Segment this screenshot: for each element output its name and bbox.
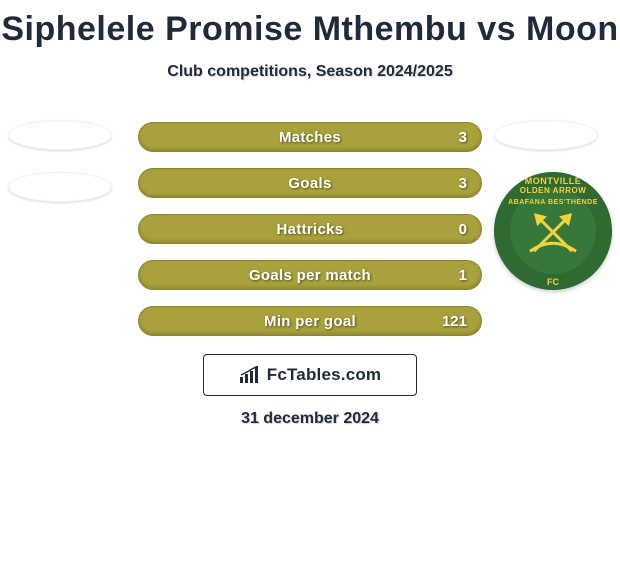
left-player-badges [8,120,112,224]
stat-label: Goals per match [139,267,481,284]
stat-bar: Hattricks 0 [138,214,482,244]
page-title: Siphelele Promise Mthembu vs Moon [0,0,620,49]
chart-icon [239,366,261,384]
stat-label: Hattricks [139,221,481,238]
stat-bar: Min per goal 121 [138,306,482,336]
club-logo-top-text: MONTVILLE [494,176,612,186]
stats-bars: Matches 3 Goals 3 Hattricks 0 Goals per … [138,122,482,352]
club-logo: MONTVILLE OLDEN ARROW ABAFANA BES'THENDE… [494,172,612,290]
club-logo-fc: FC [494,277,612,287]
stat-label: Matches [139,129,481,146]
subtitle: Club competitions, Season 2024/2025 [0,63,620,81]
stat-bar: Goals 3 [138,168,482,198]
date-text: 31 december 2024 [0,410,620,428]
stat-value: 0 [459,221,467,238]
stat-bar: Goals per match 1 [138,260,482,290]
stat-label: Min per goal [139,313,481,330]
stat-label: Goals [139,175,481,192]
right-player-badges: MONTVILLE OLDEN ARROW ABAFANA BES'THENDE… [494,120,612,290]
player-badge-placeholder [494,120,598,150]
arrows-icon [522,201,584,263]
stat-value: 1 [459,267,467,284]
flag-badge-placeholder [8,172,112,202]
club-logo-sub-text: OLDEN ARROW [494,186,612,195]
stat-value: 3 [459,175,467,192]
stat-value: 3 [459,129,467,146]
brand-text: FcTables.com [267,365,382,385]
brand-box: FcTables.com [203,354,417,396]
stat-bar: Matches 3 [138,122,482,152]
player-badge-placeholder [8,120,112,150]
stat-value: 121 [442,313,467,330]
